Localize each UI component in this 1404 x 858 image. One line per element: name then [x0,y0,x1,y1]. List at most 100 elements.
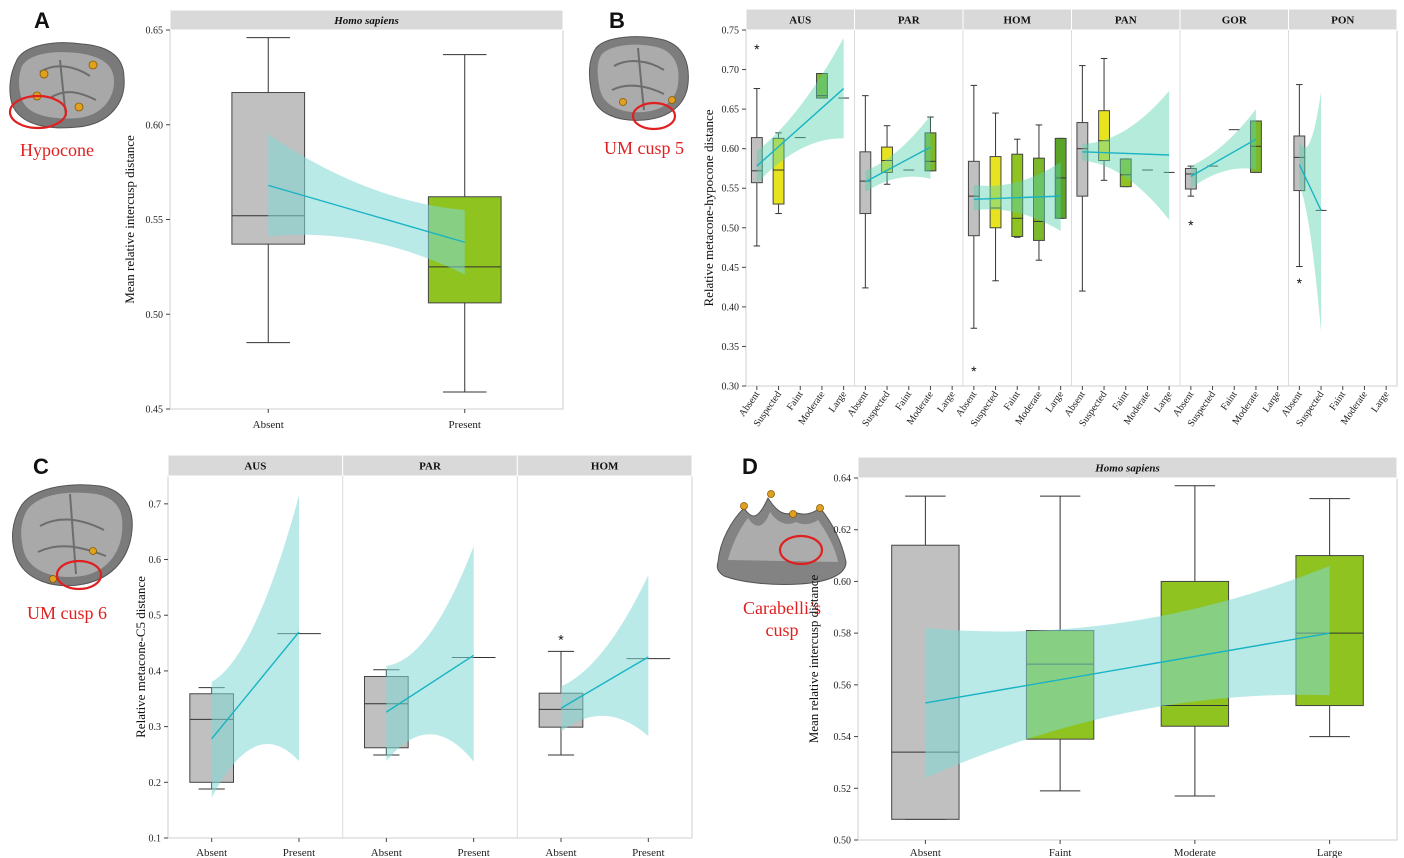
y-tick-label: 0.50 [834,836,852,847]
facet-strip-label: PAN [1115,15,1137,27]
outlier-marker: * [1188,217,1194,233]
chart-d: Homo sapiens 0.50 0.52 0.54 0.56 0.58 0.60 0.62… [806,456,1398,858]
x-tick-label: Moderate [1174,847,1216,858]
facet-strip-label: AUS [244,461,266,473]
x-tick-label: Faint [785,389,806,412]
y-tick-label: 0.65 [722,105,740,116]
box [881,146,893,173]
regression-line [925,632,1330,704]
x-tick-label: Present [457,847,489,858]
facet-strip-label: PAR [419,461,442,473]
y-tick-label: 0.2 [149,778,162,789]
x-tick-label: Present [449,419,481,431]
x-tick-label: Large [1369,389,1392,415]
tooth-illustration-a [8,42,125,130]
box [1098,110,1110,162]
y-tick-label: 0.55 [146,215,164,226]
y-axis-label: Mean relative intercusp distance [806,574,821,743]
tooth-label-d-line-2: cusp [766,620,799,640]
regression-line [560,656,649,709]
box [1011,153,1024,237]
facet-strip [516,454,693,477]
y-tick-label: 0.6 [149,555,162,566]
tooth-illustration-c [12,484,133,591]
confidence-band [211,495,299,798]
box [1293,135,1306,192]
x-tick-label: Absent [371,847,402,858]
regression-line [865,146,931,183]
regression-line [211,631,300,740]
confidence-band [1082,90,1170,220]
outlier-marker: * [1297,275,1303,291]
box [1119,158,1132,188]
confidence-band [1190,109,1256,189]
regression-line [1082,151,1170,156]
tooth-illustration-d [716,490,847,585]
box [924,132,937,172]
y-tick-label: 0.45 [146,405,164,416]
facet-strip-label: HOM [591,461,619,473]
chart-c: AUS PAR HOM 0.1 0.2 0.3 0.4 0.5 0.6 0.7 Relative m… [133,454,693,858]
facet-strip-label: Homo sapiens [1094,463,1159,475]
x-tick-label: Faint [893,389,914,412]
regression-line [756,88,845,167]
box [750,137,763,184]
facet-strip [1288,8,1398,31]
confidence-band [268,134,465,275]
y-tick-label: 0.60 [834,577,852,588]
y-tick-label: 0.60 [146,120,164,131]
chart-b: AUS PAR HOM PAN GOR PON 0.30 0.35 0.40 0.45 0.50 0.… [701,8,1398,429]
y-tick-label: 0.50 [146,310,164,321]
y-tick-label: 0.40 [722,302,740,313]
box [1033,157,1045,241]
y-axis-label: Mean relative intercusp distance [122,135,137,304]
facet-strip [169,9,564,31]
confidence-band [973,162,1061,231]
confidence-band [1299,91,1322,333]
outlier-marker: * [558,631,564,647]
regression-line [1190,138,1257,177]
y-tick-label: 0.52 [834,784,852,795]
box [1184,167,1197,190]
facet-strip [857,456,1398,479]
y-axis-label: Relative metacone-C5 distance [133,576,148,738]
y-tick-label: 0.70 [722,65,740,76]
y-tick-label: 0.65 [146,26,164,37]
regression-line [268,184,465,243]
regression-line [1298,164,1322,211]
x-tick-label: Absent [910,847,941,858]
y-tick-label: 0.60 [722,144,740,155]
facet-strip-label: HOM [1004,15,1032,27]
facet-strip-label: GOR [1222,15,1248,27]
x-tick-label: Faint [1110,389,1131,412]
regression-line [385,654,475,713]
tooth-label-b: UM cusp 5 [604,138,684,158]
box [1076,122,1089,197]
facet-strip-label: PAR [898,15,921,27]
y-tick-label: 0.55 [722,184,740,195]
chart-a: Homo sapiens 0.45 0.50 0.55 0.60 0.65 Mean rel… [122,9,564,431]
box [772,137,785,205]
tooth-label-a: Hypocone [20,140,94,160]
outlier-marker: * [971,363,977,379]
panel-letter-a: A [34,8,50,33]
y-tick-label: 0.75 [722,26,740,37]
box [989,156,1002,229]
y-tick-label: 0.54 [834,732,852,743]
box [816,73,828,99]
tooth-label-d-line-1: Carabelli’s [743,598,821,618]
regression-line [973,195,1061,200]
y-tick-label: 0.4 [149,666,162,677]
x-tick-label: Faint [1049,847,1072,858]
x-tick-label: Faint [1327,389,1348,412]
y-tick-label: 0.3 [149,722,162,733]
y-tick-label: 0.7 [149,499,162,510]
x-tick-label: Absent [545,847,576,858]
tooth-illustration-b [588,36,689,131]
tooth-label-c: UM cusp 6 [27,603,107,623]
x-tick-label: Present [283,847,315,858]
x-tick-label: Absent [196,847,227,858]
y-tick-label: 0.5 [149,611,162,622]
y-tick-label: 0.56 [834,680,852,691]
